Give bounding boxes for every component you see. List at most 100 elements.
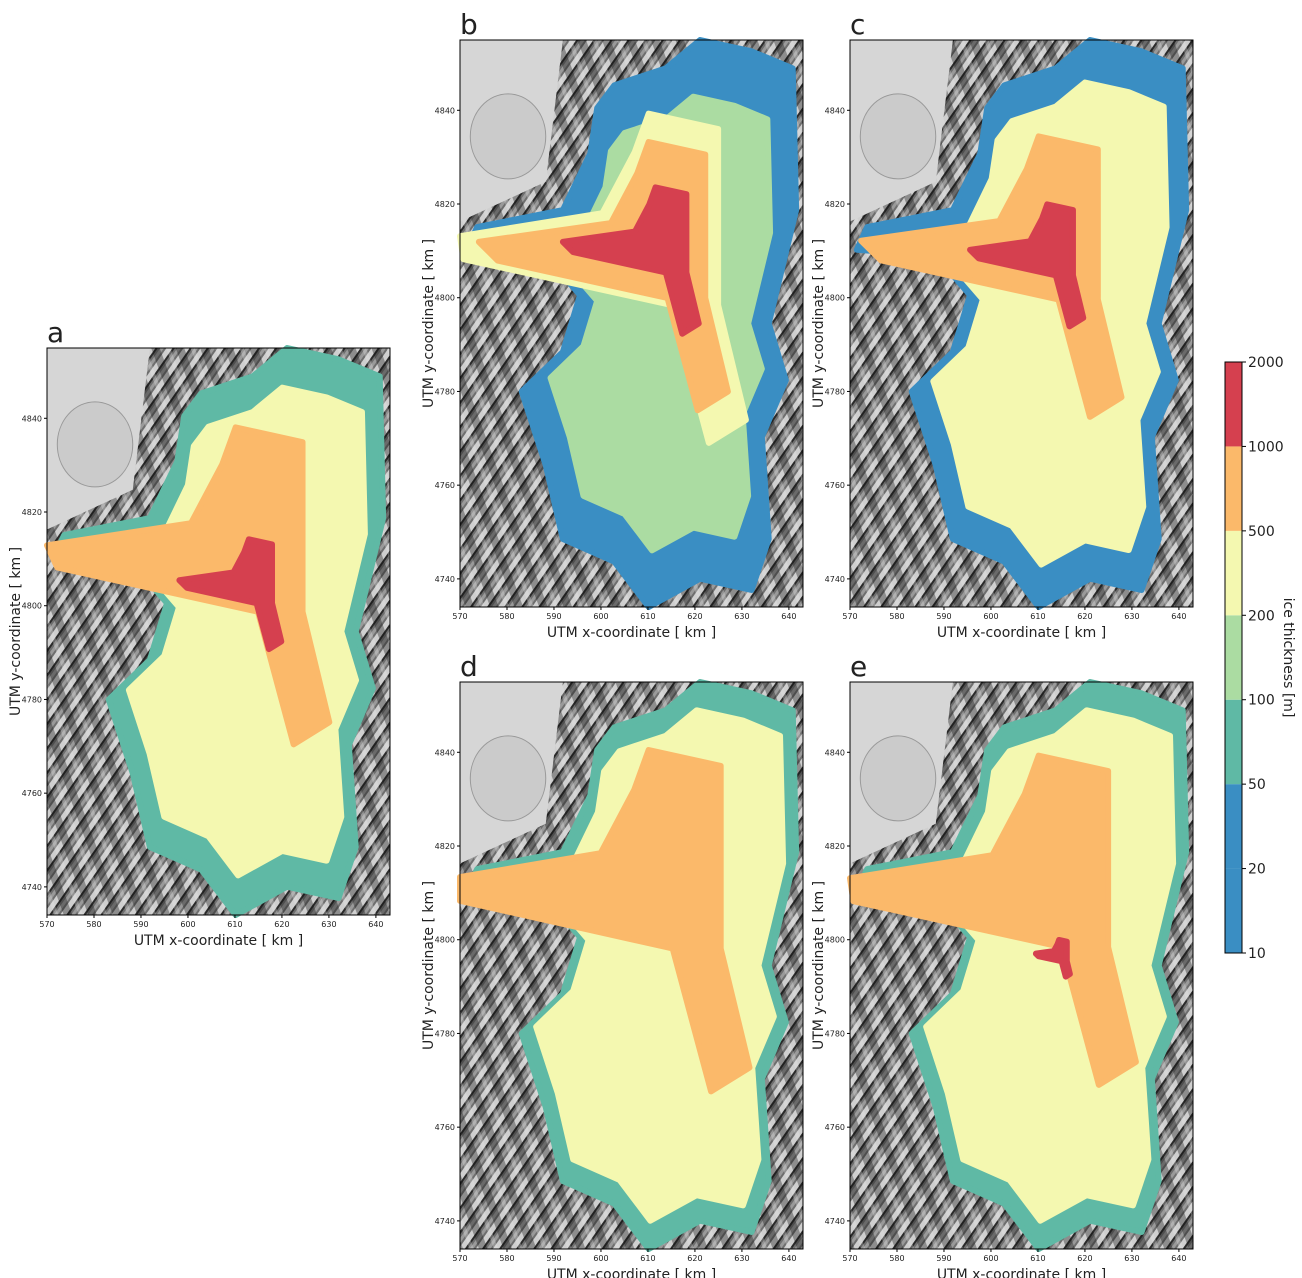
lake <box>860 736 935 821</box>
x-tick-label: 630 <box>321 920 336 929</box>
colorbar-segment <box>1225 615 1242 699</box>
y-tick-label: 4840 <box>435 748 455 757</box>
y-tick-label: 4840 <box>435 106 455 115</box>
x-tick-label: 630 <box>734 1254 749 1263</box>
y-tick-label: 4820 <box>825 200 845 209</box>
x-tick-label: 610 <box>640 612 655 621</box>
x-tick-label: 620 <box>687 612 702 621</box>
colorbar-segment <box>1225 869 1242 953</box>
y-tick-label: 4760 <box>825 481 845 490</box>
y-tick-label: 4820 <box>435 842 455 851</box>
x-tick-label: 610 <box>227 920 242 929</box>
y-tick-label: 4780 <box>435 1029 455 1038</box>
lake <box>57 402 132 487</box>
page: {"chart_data":[ {"type":"map","panel":"a… <box>0 0 1302 1278</box>
y-tick-label: 4780 <box>435 387 455 396</box>
x-tick-label: 580 <box>86 920 101 929</box>
y-tick-label: 4740 <box>22 883 42 892</box>
colorbar-segment <box>1225 700 1242 784</box>
colorbar-tick-label: 500 <box>1248 524 1275 540</box>
x-tick-label: 570 <box>452 612 467 621</box>
x-tick-label: 590 <box>936 612 951 621</box>
colorbar-tick-label: 50 <box>1248 777 1266 793</box>
x-tick-label: 600 <box>593 1254 608 1263</box>
y-tick-label: 4760 <box>22 789 42 798</box>
y-tick-label: 4820 <box>435 200 455 209</box>
x-tick-label: 640 <box>781 1254 796 1263</box>
x-tick-label: 600 <box>983 612 998 621</box>
map-panel: 570 580 590 600 610 620 630 640 4740 4760 4780 4800… <box>811 8 1193 641</box>
y-tick-label: 4800 <box>435 936 455 945</box>
x-tick-label: 640 <box>1171 612 1186 621</box>
x-tick-label: 640 <box>1171 1254 1186 1263</box>
panel-label: c <box>850 8 865 41</box>
y-tick-label: 4840 <box>825 106 845 115</box>
y-tick-label: 4780 <box>825 1029 845 1038</box>
y-axis-label: UTM y-coordinate [ km ] <box>421 881 437 1050</box>
lake <box>470 94 545 179</box>
x-tick-label: 600 <box>983 1254 998 1263</box>
x-tick-label: 610 <box>1030 612 1045 621</box>
colorbar-tick-label: 200 <box>1248 608 1275 624</box>
colorbar-segment <box>1225 446 1242 530</box>
x-tick-label: 620 <box>274 920 289 929</box>
x-tick-label: 610 <box>640 1254 655 1263</box>
y-tick-label: 4740 <box>435 575 455 584</box>
x-axis-label: UTM x-coordinate [ km ] <box>134 933 303 949</box>
x-tick-label: 610 <box>1030 1254 1045 1263</box>
colorbar-segment <box>1225 784 1242 868</box>
y-tick-label: 4840 <box>22 414 42 423</box>
x-tick-label: 600 <box>180 920 195 929</box>
y-tick-label: 4760 <box>435 1123 455 1132</box>
x-tick-label: 640 <box>368 920 383 929</box>
map-panel: 5705805906006106206306404740476047804800… <box>421 8 803 641</box>
y-tick-label: 4840 <box>825 748 845 757</box>
y-tick-label: 4780 <box>825 387 845 396</box>
lake <box>470 736 545 821</box>
y-tick-label: 4800 <box>825 936 845 945</box>
x-tick-label: 590 <box>546 1254 561 1263</box>
colorbar-tick-label: 100 <box>1248 693 1275 709</box>
panel-label: a <box>47 316 64 349</box>
y-tick-label: 4820 <box>825 842 845 851</box>
colorbar-tick-label: 20 <box>1248 862 1266 878</box>
x-tick-label: 620 <box>1077 612 1092 621</box>
y-tick-label: 4740 <box>435 1217 455 1226</box>
map-panel: 5705805906006106206306404740476047804800… <box>811 650 1193 1278</box>
y-tick-label: 4760 <box>825 1123 845 1132</box>
x-tick-label: 580 <box>499 1254 514 1263</box>
x-tick-label: 640 <box>781 612 796 621</box>
y-tick-label: 4820 <box>22 508 42 517</box>
x-tick-label: 580 <box>889 1254 904 1263</box>
x-tick-label: 580 <box>889 612 904 621</box>
x-tick-label: 570 <box>39 920 54 929</box>
panel-label: d <box>460 650 478 683</box>
x-tick-label: 570 <box>842 1254 857 1263</box>
colorbar-segment <box>1225 531 1242 615</box>
colorbar-tick-label: 1000 <box>1248 439 1284 455</box>
y-axis-label: UTM y-coordinate [ km ] <box>811 239 827 408</box>
colorbar-segment <box>1225 362 1242 446</box>
y-tick-label: 4760 <box>435 481 455 490</box>
x-tick-label: 630 <box>1124 1254 1139 1263</box>
panel-label: b <box>460 8 478 41</box>
lake <box>860 94 935 179</box>
y-tick-label: 4800 <box>435 294 455 303</box>
x-axis-label: UTM x-coordinate [ km ] <box>547 1267 716 1278</box>
y-tick-label: 4740 <box>825 1217 845 1226</box>
y-tick-label: 4800 <box>22 602 42 611</box>
y-tick-label: 4800 <box>825 294 845 303</box>
x-tick-label: 580 <box>499 612 514 621</box>
x-axis-label: UTM x-coordinate [ km ] <box>547 625 716 641</box>
y-axis-label: UTM y-coordinate [ km ] <box>421 239 437 408</box>
colorbar-label: ice thickness [m] <box>1280 598 1296 718</box>
x-tick-label: 630 <box>1124 612 1139 621</box>
y-tick-label: 4740 <box>825 575 845 584</box>
x-tick-label: 570 <box>842 612 857 621</box>
colorbar-tick-label: 2000 <box>1248 355 1284 371</box>
y-axis-label: UTM y-coordinate [ km ] <box>8 547 24 716</box>
x-tick-label: 590 <box>546 612 561 621</box>
x-tick-label: 630 <box>734 612 749 621</box>
